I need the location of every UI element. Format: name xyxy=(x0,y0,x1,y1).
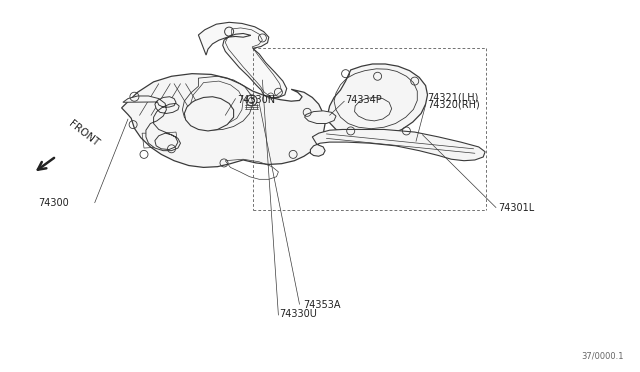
Text: FRONT: FRONT xyxy=(67,118,101,148)
Polygon shape xyxy=(122,74,325,167)
Polygon shape xyxy=(305,111,336,124)
Text: 74320(RH): 74320(RH) xyxy=(428,100,480,110)
Text: 74334P: 74334P xyxy=(346,96,382,105)
Polygon shape xyxy=(328,64,428,138)
Polygon shape xyxy=(184,97,234,131)
Text: 74301L: 74301L xyxy=(498,203,534,212)
Text: 74330U: 74330U xyxy=(280,310,317,319)
Text: 74330N: 74330N xyxy=(237,95,275,105)
Text: 37/0000.1: 37/0000.1 xyxy=(582,351,624,360)
Text: 74353A: 74353A xyxy=(303,300,340,310)
Text: 74321(LH): 74321(LH) xyxy=(428,93,479,102)
Text: 74300: 74300 xyxy=(38,198,69,208)
Polygon shape xyxy=(310,129,485,161)
Polygon shape xyxy=(123,96,180,151)
Polygon shape xyxy=(198,22,287,97)
